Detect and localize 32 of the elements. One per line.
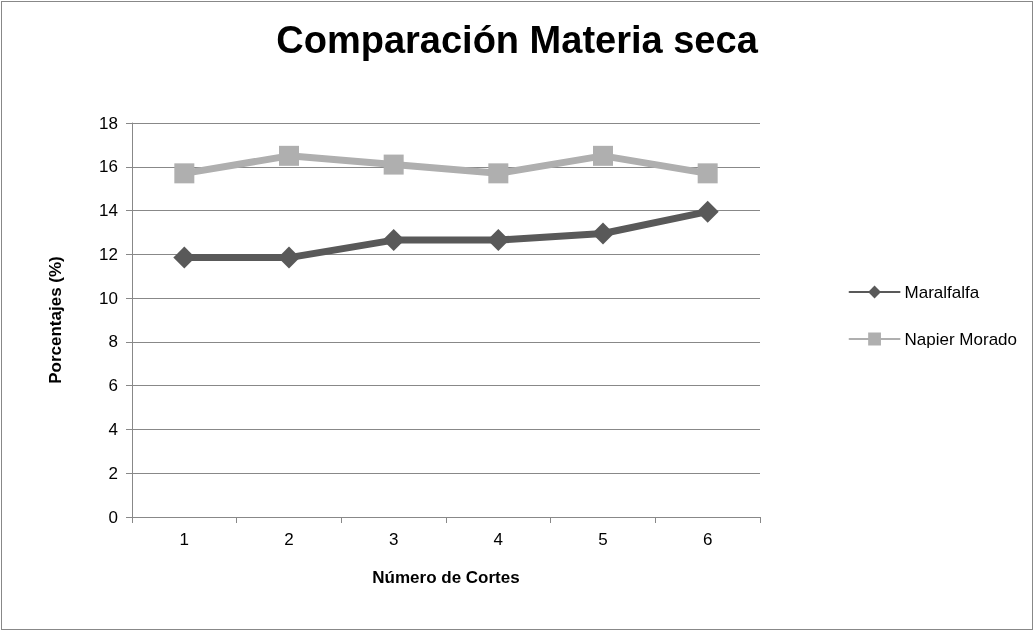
x-tick-label: 5 (598, 530, 608, 549)
chart-title: Comparación Materia seca (276, 19, 759, 61)
y-tick-label: 2 (108, 463, 118, 483)
point (383, 154, 404, 175)
x-tick-label: 2 (284, 530, 294, 549)
point (488, 163, 509, 184)
y-tick-label: 0 (108, 507, 118, 527)
point (487, 229, 510, 252)
y-tick-label: 4 (108, 419, 118, 439)
y-tick-label: 10 (99, 288, 118, 308)
point (593, 145, 613, 166)
point (592, 222, 614, 245)
point (279, 145, 299, 166)
x-tick-label: 3 (388, 530, 399, 549)
x-tick-label: 6 (702, 530, 713, 549)
y-tick-label: 16 (99, 157, 118, 177)
y-tick-label: 12 (99, 244, 118, 264)
point (174, 163, 195, 184)
x-axis-title: Número de Cortes (372, 568, 520, 587)
point (382, 229, 405, 252)
y-tick-label: 8 (108, 332, 118, 352)
x-tick-label: 1 (179, 530, 190, 549)
point (696, 200, 719, 223)
y-tick-label: 6 (108, 376, 118, 396)
y-axis-title: Porcentajes (%) (46, 256, 65, 384)
y-tick-label: 14 (99, 201, 118, 221)
legend-label: Maralfalfa (904, 282, 980, 302)
point (278, 246, 300, 269)
x-tick-label: 4 (493, 530, 504, 549)
y-tick-label: 18 (99, 113, 118, 133)
legend-label: Napier Morado (904, 329, 1018, 349)
point (697, 163, 718, 184)
